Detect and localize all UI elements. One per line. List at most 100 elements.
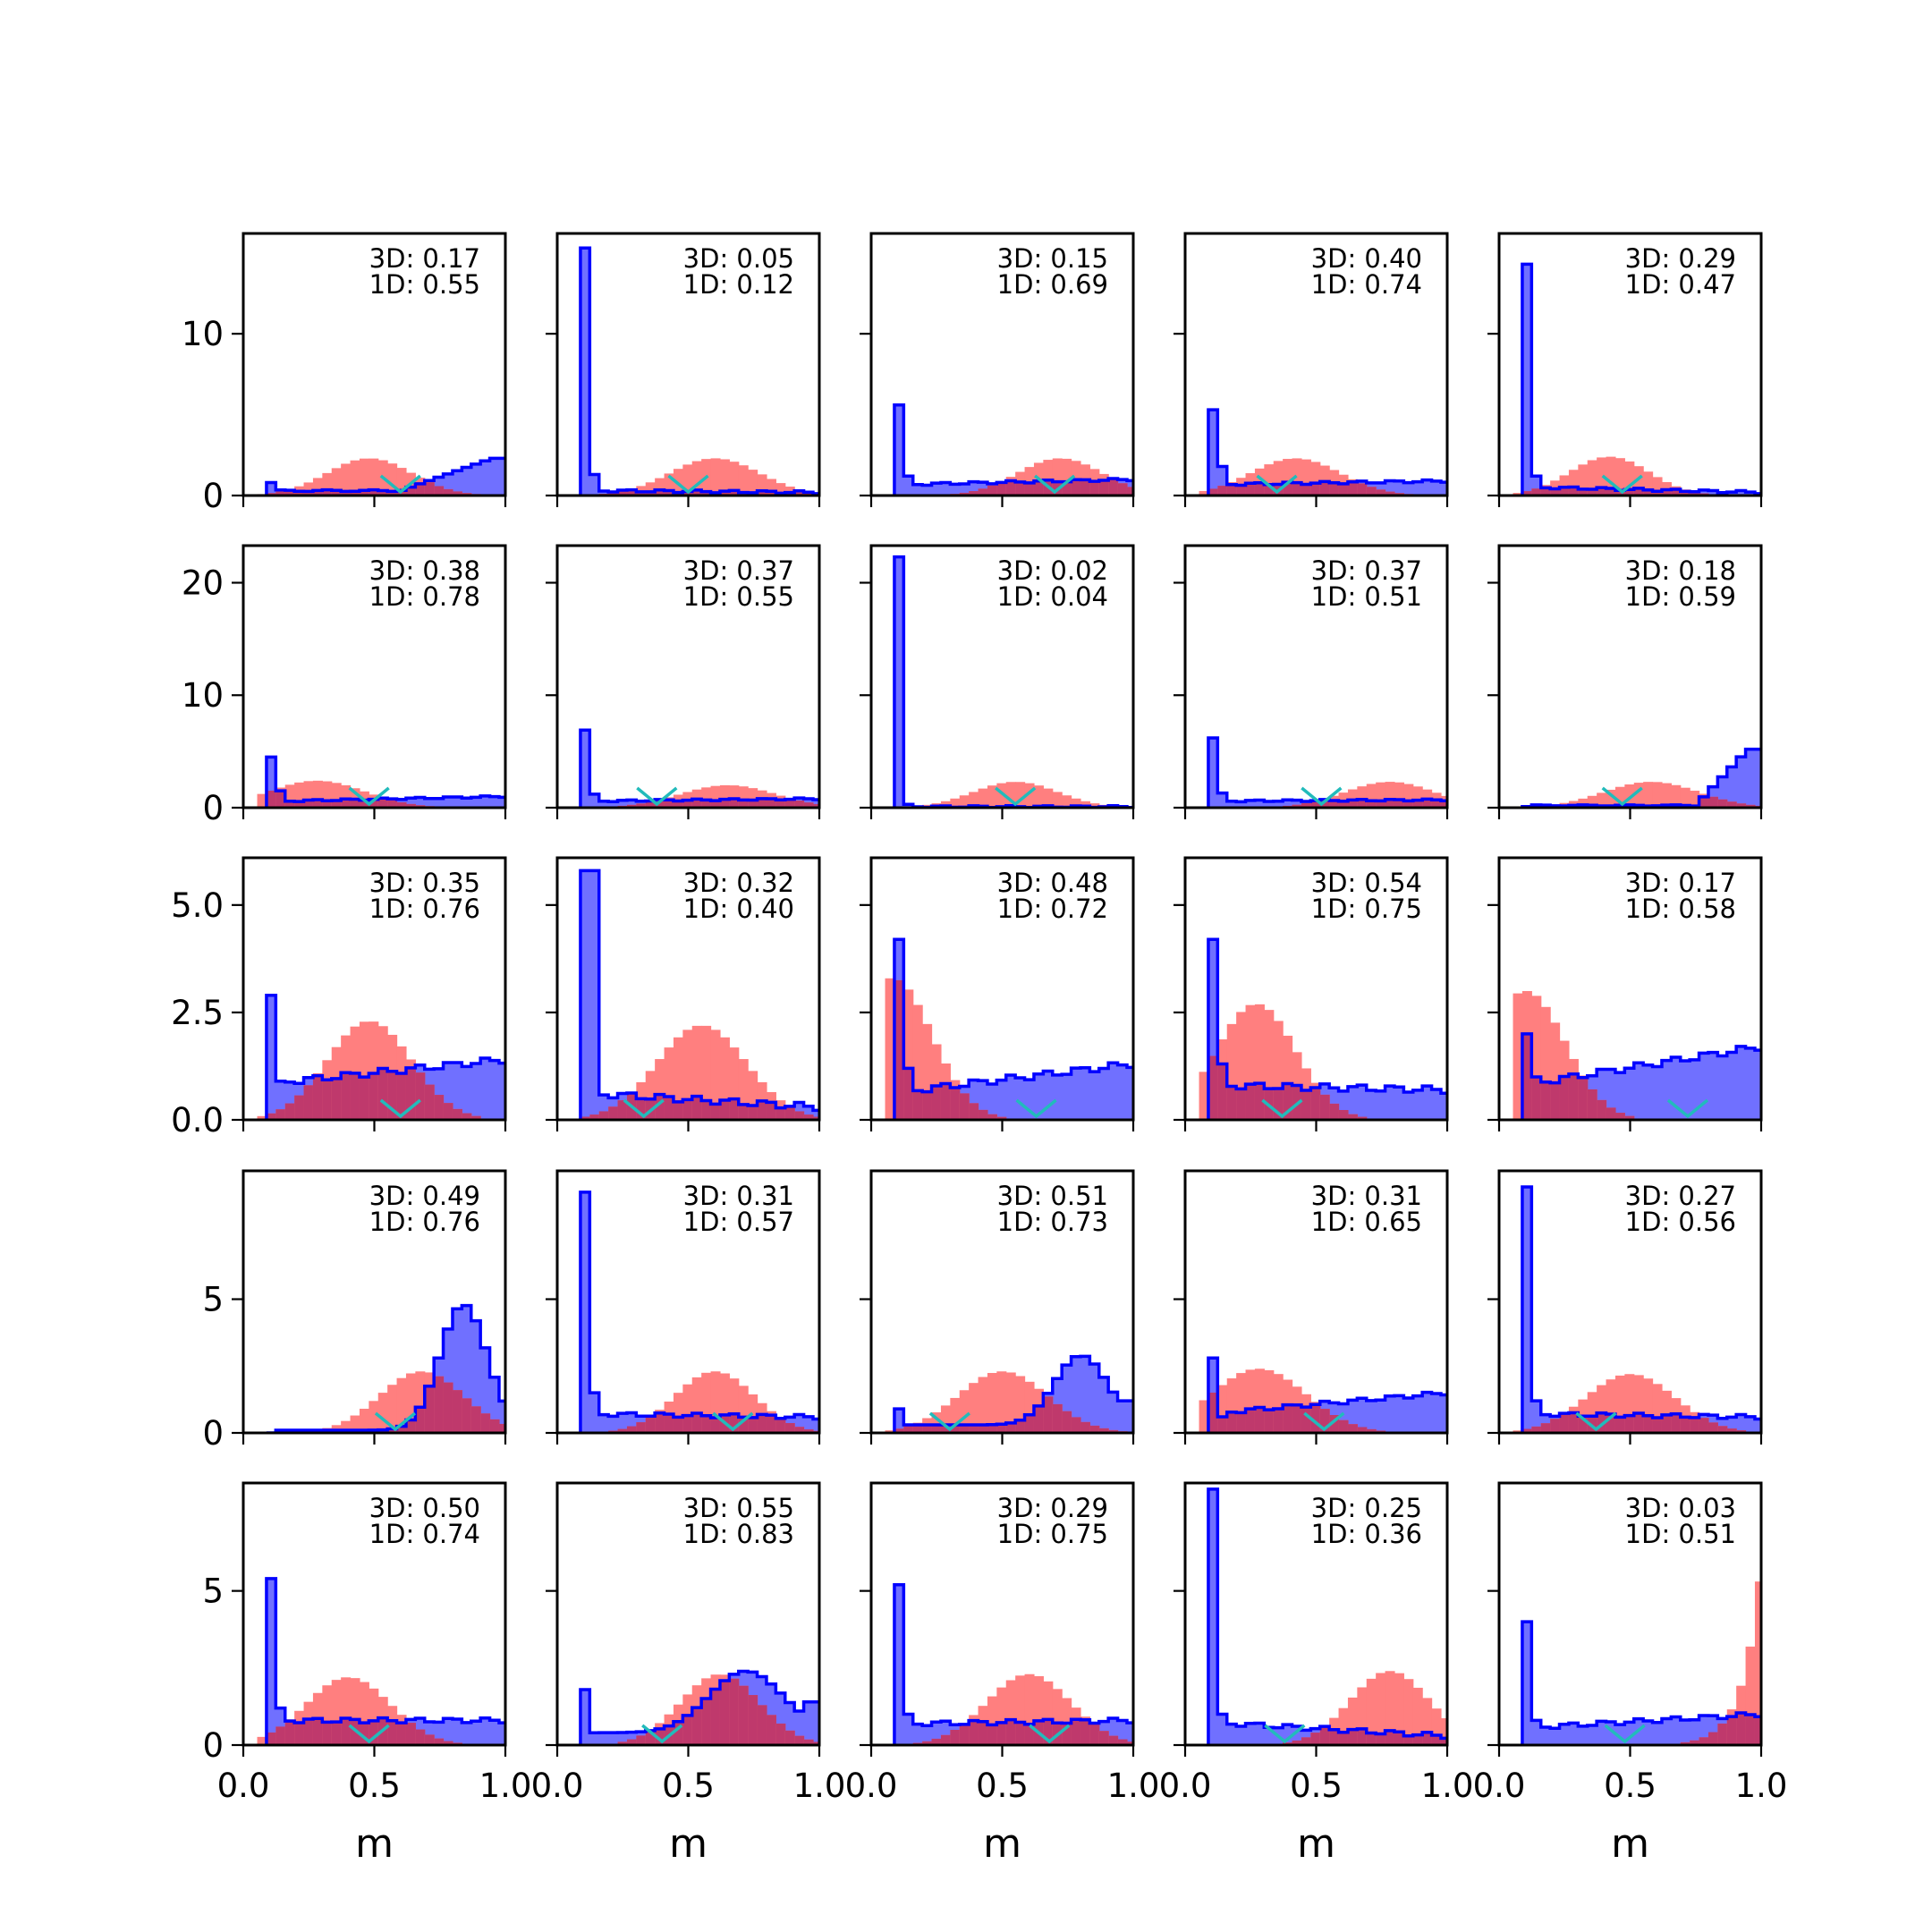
red-hist-bar: [710, 785, 721, 808]
score-3d-label: 3D: 0.05: [683, 243, 794, 274]
overlap-bar: [1614, 1113, 1625, 1120]
red-hist-bar: [729, 1378, 740, 1433]
red-hist-bar: [294, 782, 305, 808]
overlap-bar: [1754, 1716, 1761, 1745]
overlap-bar: [1283, 1083, 1293, 1120]
overlap-bar: [387, 1428, 398, 1433]
plot-area: [579, 1191, 819, 1433]
overlap-bar: [1403, 801, 1414, 808]
red-hist-bar: [1614, 1375, 1625, 1433]
overlap-bar: [1062, 481, 1072, 496]
overlap-bar: [1745, 804, 1756, 808]
score-3d-label: 3D: 0.27: [1625, 1181, 1736, 1211]
xtick-label: 0.0: [217, 1767, 270, 1805]
overlap-bar: [405, 803, 416, 808]
overlap-bar: [284, 1721, 295, 1745]
score-1d-label: 1D: 0.12: [683, 269, 794, 300]
overlap-bar: [1292, 804, 1302, 808]
overlap-bar: [1671, 1413, 1682, 1433]
ytick-label: 5.0: [171, 886, 224, 925]
overlap-bar: [1236, 485, 1247, 496]
red-hist-bar: [1671, 784, 1682, 808]
red-hist-bar: [396, 468, 407, 496]
overlap-bar: [757, 1100, 767, 1120]
overlap-bar: [1245, 483, 1256, 496]
score-3d-label: 3D: 0.15: [997, 243, 1108, 274]
overlap-bar: [396, 1723, 407, 1745]
blue-hist-fill: [894, 939, 1133, 1120]
overlap-bar: [1005, 480, 1016, 496]
overlap-bar: [1062, 1411, 1072, 1433]
overlap-bar: [1394, 799, 1404, 808]
score-3d-label: 3D: 0.49: [369, 1181, 480, 1211]
red-hist-bar: [284, 784, 295, 808]
red-hist-bar: [1264, 1010, 1275, 1120]
overlap-bar: [959, 1093, 970, 1120]
overlap-bar: [1357, 483, 1368, 496]
blue-hist-outline: [265, 456, 505, 496]
overlap-bar: [1273, 1409, 1284, 1433]
overlap-bar: [369, 799, 379, 808]
overlap-bar: [645, 1416, 656, 1433]
plot-area: [1513, 991, 1761, 1120]
overlap-bar: [1347, 1424, 1358, 1433]
red-hist-bar: [931, 1412, 942, 1433]
overlap-bar: [1108, 479, 1119, 496]
overlap-bar: [405, 1723, 416, 1745]
red-hist-bar: [257, 1115, 267, 1120]
blue-hist-fill: [1521, 749, 1761, 808]
overlap-bar: [322, 801, 333, 808]
overlap-bar: [664, 1097, 674, 1120]
red-hist-bar: [673, 1393, 683, 1433]
overlap-bar: [1226, 484, 1237, 496]
red-hist-bar: [950, 798, 961, 808]
red-hist-bar: [1597, 457, 1607, 496]
overlap-bar: [931, 1085, 942, 1120]
plot-area: [579, 246, 819, 496]
plot-area: [1207, 736, 1447, 808]
overlap-bar: [757, 490, 767, 496]
overlap-bar: [784, 799, 795, 808]
overlap-bar: [748, 1417, 758, 1433]
overlap-bar: [1661, 489, 1672, 496]
red-hist-bar: [1015, 782, 1026, 808]
xtick-label: 1.0: [793, 1767, 846, 1805]
score-3d-label: 3D: 0.38: [369, 555, 480, 586]
red-hist-bar: [1540, 1006, 1551, 1120]
red-hist-bar: [341, 463, 352, 496]
overlap-bar: [1117, 1739, 1128, 1745]
red-hist-bar: [387, 463, 398, 496]
red-hist-bar: [987, 1372, 997, 1433]
overlap-bar: [387, 491, 398, 496]
x-axis-label: m: [983, 1821, 1021, 1867]
overlap-bar: [969, 1103, 979, 1120]
overlap-bar: [729, 1678, 740, 1745]
overlap-bar: [636, 491, 647, 496]
red-hist-bar: [691, 1025, 702, 1120]
median-marker: [1015, 1098, 1057, 1119]
red-hist-bar: [369, 1401, 379, 1433]
overlap-bar: [1531, 1076, 1542, 1120]
red-hist-bar: [1052, 1689, 1063, 1745]
median-marker: [636, 786, 678, 807]
overlap-bar: [275, 791, 286, 808]
red-hist-bar: [1394, 1673, 1404, 1745]
red-hist-bar: [377, 1393, 388, 1433]
overlap-bar: [691, 489, 702, 496]
red-hist-bar: [885, 978, 895, 1120]
overlap-bar: [1717, 1426, 1728, 1433]
overlap-bar: [405, 487, 416, 496]
overlap-bar: [1236, 1089, 1247, 1120]
red-hist-bar: [1283, 1035, 1293, 1120]
blue-hist-outline: [1521, 262, 1761, 496]
median-marker: [379, 1098, 421, 1119]
median-marker: [374, 1411, 417, 1432]
red-hist-bar: [322, 1685, 333, 1745]
plot-area: [579, 869, 819, 1120]
overlap-bar: [331, 490, 342, 496]
overlap-bar: [1559, 487, 1570, 496]
overlap-bar: [636, 803, 647, 808]
red-hist-bar: [1376, 782, 1386, 808]
